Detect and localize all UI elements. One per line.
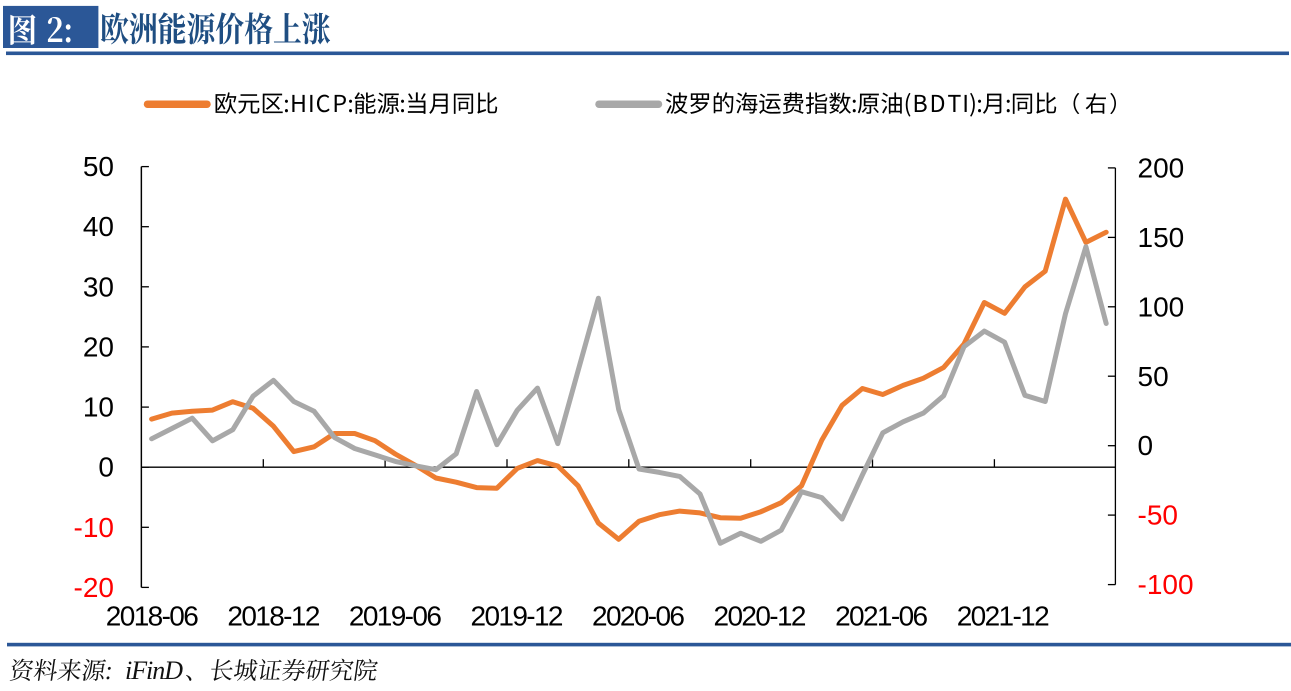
svg-text:40: 40	[83, 211, 114, 242]
svg-text:-20: -20	[74, 572, 114, 603]
svg-text:200: 200	[1138, 152, 1185, 183]
svg-text:2019-06: 2019-06	[349, 601, 442, 632]
svg-text:50: 50	[1138, 361, 1169, 392]
svg-text:-100: -100	[1138, 569, 1194, 600]
svg-text:2019-12: 2019-12	[471, 601, 564, 632]
svg-text:150: 150	[1138, 222, 1185, 253]
svg-text:2021-06: 2021-06	[835, 601, 928, 632]
svg-text:-50: -50	[1138, 500, 1178, 531]
svg-text:0: 0	[1138, 430, 1154, 461]
svg-text:10: 10	[83, 392, 114, 423]
svg-text:20: 20	[83, 331, 114, 362]
svg-text:iFinD: iFinD	[125, 656, 183, 685]
svg-text:30: 30	[83, 271, 114, 302]
svg-text:2018-12: 2018-12	[227, 601, 320, 632]
svg-text:2018-06: 2018-06	[106, 601, 199, 632]
svg-text:2020-06: 2020-06	[592, 601, 685, 632]
svg-text:2021-12: 2021-12	[957, 601, 1050, 632]
svg-text:0: 0	[98, 452, 114, 483]
svg-text:100: 100	[1138, 291, 1185, 322]
svg-text:50: 50	[83, 151, 114, 182]
svg-text:2020-12: 2020-12	[714, 601, 807, 632]
svg-text:-10: -10	[74, 512, 114, 543]
